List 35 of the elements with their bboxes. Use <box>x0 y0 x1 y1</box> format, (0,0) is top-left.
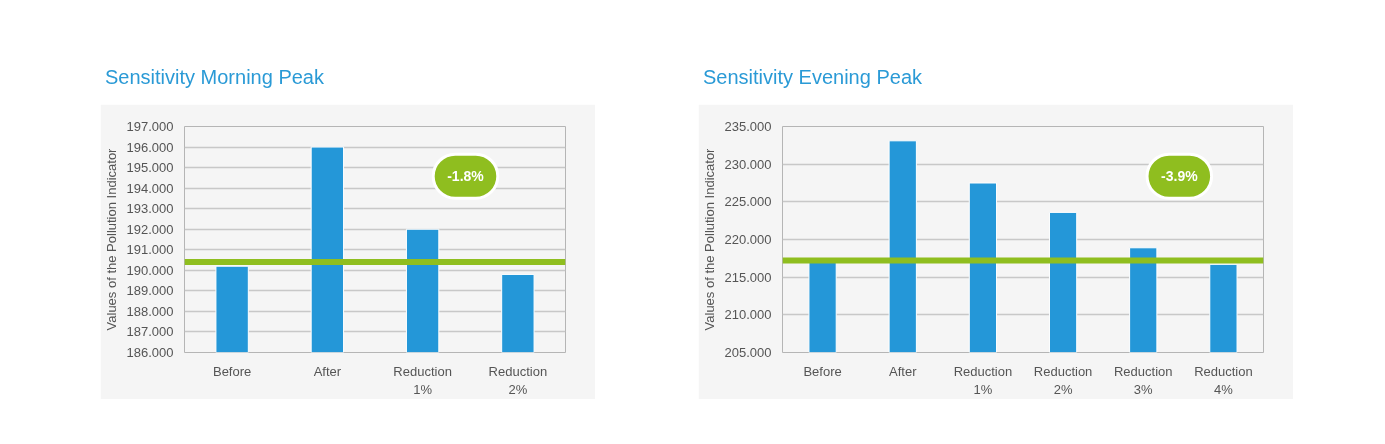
x-tick-label: Reduction 3% <box>1113 363 1173 397</box>
x-tick-label: Reduction 2% <box>1033 363 1093 397</box>
x-tick-label: Before <box>803 363 842 379</box>
y-tick-label: 210.000 <box>724 307 772 323</box>
y-tick-label: 196.000 <box>126 139 174 155</box>
chart-title: Sensitivity Evening Peak <box>703 65 923 90</box>
y-tick-label: 192.000 <box>126 221 174 237</box>
y-tick-label: 186.000 <box>126 345 174 360</box>
y-tick-label: 194.000 <box>126 180 174 196</box>
y-tick-label: 225.000 <box>724 194 772 210</box>
x-tick-label: After <box>889 363 918 379</box>
y-tick-label: 235.000 <box>724 119 772 134</box>
y-tick-label: 215.000 <box>724 269 772 285</box>
x-tick-label: Before <box>212 363 252 379</box>
y-tick-label: 197.000 <box>126 119 174 134</box>
y-tick-label: 191.000 <box>126 242 174 258</box>
x-tick-label: After <box>313 363 342 379</box>
x-tick-label: Reduction 1% <box>953 363 1013 397</box>
x-tick-label: Reduction 4% <box>1194 363 1253 397</box>
y-tick-label: 220.000 <box>724 232 772 247</box>
y-tick-label: 189.000 <box>126 283 174 299</box>
y-tick-label: 205.000 <box>724 345 772 360</box>
annotation: -1.8% <box>447 168 485 185</box>
y-axis-title: Values of the Pollution Indicator <box>701 147 717 331</box>
y-tick-label: 188.000 <box>126 303 174 319</box>
x-tick-label: Reduction 2% <box>488 363 548 397</box>
y-tick-label: 190.000 <box>126 262 174 278</box>
x-tick-label: Reduction 1% <box>393 363 452 397</box>
chart-title: Sensitivity Morning Peak <box>105 65 324 90</box>
y-axis-title: Values of the Pollution Indicator <box>103 147 119 331</box>
y-tick-label: 230.000 <box>724 156 772 172</box>
y-tick-label: 195.000 <box>126 160 174 176</box>
annotation: -3.9% <box>1161 168 1199 185</box>
y-tick-label: 187.000 <box>126 324 174 340</box>
y-tick-label: 193.000 <box>126 201 174 217</box>
